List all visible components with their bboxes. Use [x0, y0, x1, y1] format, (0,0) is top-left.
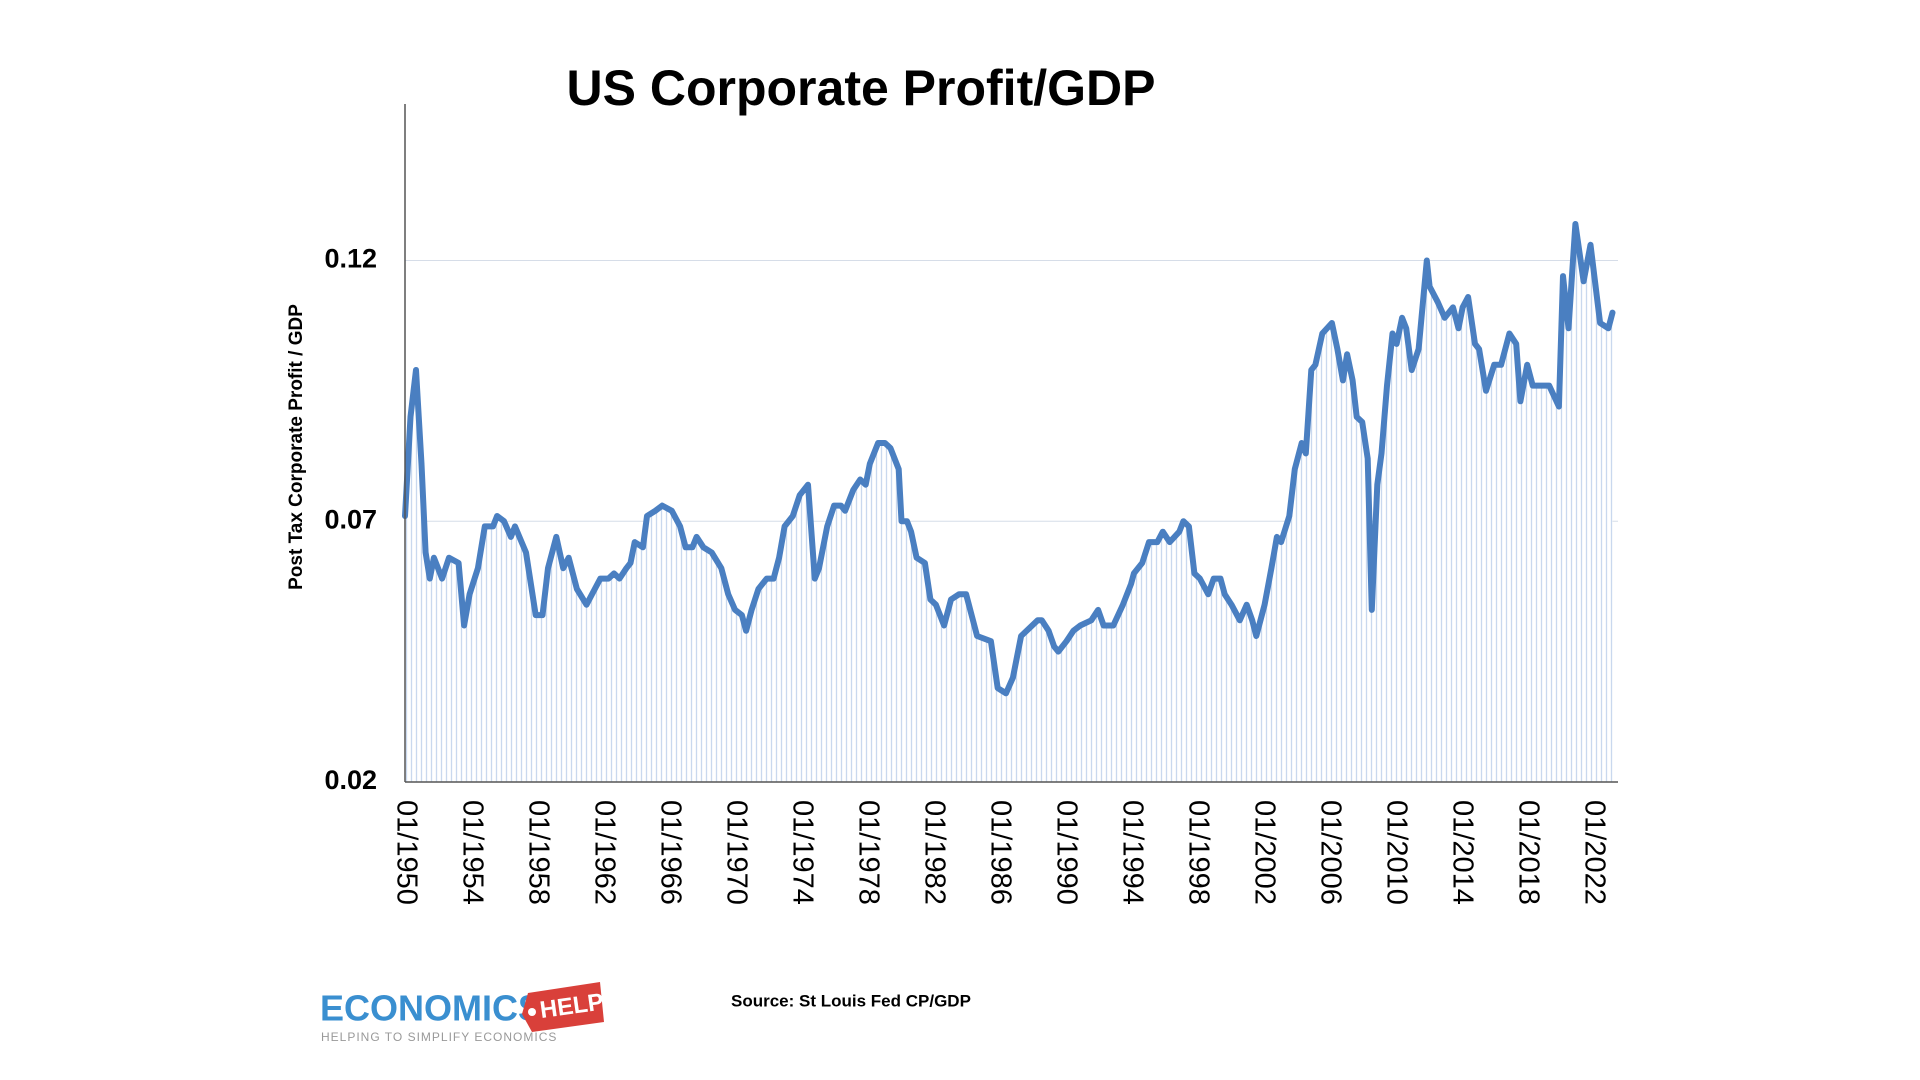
logo: ECONOMICS HELP HELPING TO SIMPLIFY ECONO… [320, 982, 605, 1044]
x-tick-label: 01/2006 [1315, 800, 1347, 905]
x-tick-label: 01/2022 [1579, 800, 1611, 905]
logo-tagline: HELPING TO SIMPLIFY ECONOMICS [321, 1030, 557, 1044]
x-tick-label: 01/1994 [1116, 800, 1148, 905]
y-tick-label: 0.12 [324, 244, 377, 274]
logo-tag-hole [528, 1008, 536, 1016]
x-tick-label: 01/1982 [918, 800, 950, 905]
logo-name: ECONOMICS [320, 988, 542, 1029]
x-tick-label: 01/1990 [1050, 800, 1082, 905]
x-tick-label: 01/1974 [786, 800, 818, 905]
x-tick-label: 01/1978 [852, 800, 884, 905]
source-note: Source: St Louis Fed CP/GDP [731, 991, 971, 1010]
x-tick-label: 01/2002 [1249, 800, 1281, 905]
area-fill [405, 224, 1613, 782]
x-tick-label: 01/2010 [1381, 800, 1413, 905]
x-tick-label: 01/1970 [720, 800, 752, 905]
series-line [402, 221, 1616, 697]
chart-title: US Corporate Profit/GDP [567, 60, 1156, 116]
y-axis-label: Post Tax Corporate Profit / GDP [286, 304, 307, 590]
x-tick-label: 01/1998 [1183, 800, 1215, 905]
x-tick-label: 01/1954 [456, 800, 488, 905]
logo-tag-shape [522, 982, 604, 1032]
x-tick-label: 01/1950 [390, 800, 422, 905]
x-tick-label: 01/2018 [1513, 800, 1545, 905]
x-tick-label: 01/2014 [1447, 800, 1479, 905]
y-tick-label: 0.02 [324, 765, 377, 795]
x-tick-label: 01/1962 [588, 800, 620, 905]
y-tick-label: 0.07 [324, 504, 377, 534]
x-tick-label: 01/1958 [522, 800, 554, 905]
x-tick-label: 01/1966 [654, 800, 686, 905]
x-tick-label: 01/1986 [984, 800, 1016, 905]
